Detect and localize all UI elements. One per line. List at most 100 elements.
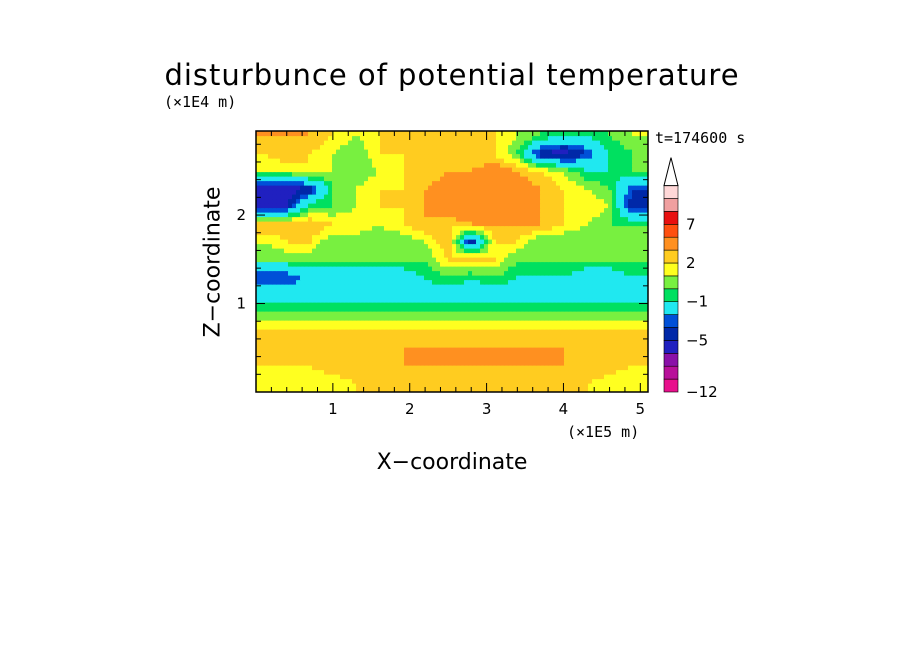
field-cell (572, 342, 577, 348)
field-cell (336, 324, 341, 330)
field-cell (364, 342, 369, 348)
field-cell (492, 221, 497, 227)
field-cell (440, 387, 445, 392)
field-cell (308, 284, 313, 290)
field-cell (464, 239, 469, 245)
field-cell (572, 207, 577, 213)
field-cell (288, 293, 293, 299)
field-cell (624, 297, 629, 303)
field-cell (460, 180, 465, 186)
field-cell (372, 243, 377, 249)
field-cell (552, 180, 557, 186)
field-cell (476, 338, 481, 344)
field-cell (424, 302, 429, 308)
field-cell (308, 203, 313, 209)
field-cell (472, 248, 477, 254)
field-cell (632, 365, 637, 371)
field-cell (540, 185, 545, 191)
field-cell (456, 189, 461, 195)
field-cell (324, 230, 329, 236)
field-cell (400, 284, 405, 290)
field-cell (404, 198, 409, 204)
field-cell (348, 230, 353, 236)
field-cell (416, 189, 421, 195)
field-cell (588, 360, 593, 366)
field-cell (476, 383, 481, 389)
field-cell (520, 185, 525, 191)
field-cell (528, 311, 533, 317)
field-cell (448, 266, 453, 272)
field-cell (556, 171, 561, 177)
field-cell (260, 180, 265, 186)
field-cell (644, 356, 648, 362)
field-cell (336, 387, 341, 392)
field-cell (348, 320, 353, 326)
field-cell (460, 306, 465, 312)
field-cell (604, 378, 609, 384)
field-cell (412, 306, 417, 312)
field-cell (504, 324, 509, 330)
field-cell (524, 194, 529, 200)
field-cell (532, 207, 537, 213)
field-cell (316, 225, 321, 231)
field-cell (504, 329, 509, 335)
field-cell (316, 387, 321, 392)
field-cell (468, 315, 473, 321)
field-cell (368, 293, 373, 299)
field-cell (320, 311, 325, 317)
field-cell (452, 387, 457, 392)
field-cell (480, 356, 485, 362)
field-cell (416, 212, 421, 218)
field-cell (464, 374, 469, 380)
field-cell (436, 270, 441, 276)
field-cell (300, 356, 305, 362)
field-cell (476, 288, 481, 294)
field-cell (624, 369, 629, 375)
field-cell (284, 212, 289, 218)
field-cell (632, 333, 637, 339)
field-cell (260, 293, 265, 299)
field-cell (324, 225, 329, 231)
field-cell (284, 279, 289, 285)
field-cell (364, 284, 369, 290)
field-cell (560, 252, 565, 258)
field-cell (452, 225, 457, 231)
field-cell (532, 315, 537, 321)
field-cell (348, 252, 353, 258)
field-cell (488, 378, 493, 384)
field-cell (340, 212, 345, 218)
field-cell (296, 311, 301, 317)
field-cell (360, 360, 365, 366)
field-cell (440, 279, 445, 285)
field-cell (312, 176, 317, 182)
field-cell (432, 230, 437, 236)
field-cell (268, 185, 273, 191)
field-cell (532, 297, 537, 303)
field-cell (356, 297, 361, 303)
field-cell (424, 378, 429, 384)
field-cell (332, 333, 337, 339)
field-cell (432, 279, 437, 285)
field-cell (552, 284, 557, 290)
field-cell (428, 320, 433, 326)
field-cell (396, 257, 401, 263)
field-cell (444, 288, 449, 294)
field-cell (268, 261, 273, 267)
field-cell (336, 180, 341, 186)
field-cell (640, 279, 645, 285)
field-cell (596, 261, 601, 267)
field-cell (408, 212, 413, 218)
field-cell (448, 230, 453, 236)
field-cell (500, 356, 505, 362)
field-cell (312, 315, 317, 321)
field-cell (560, 167, 565, 173)
field-cell (320, 225, 325, 231)
field-cell (632, 270, 637, 276)
field-cell (468, 198, 473, 204)
field-cell (504, 275, 509, 281)
field-cell (624, 315, 629, 321)
field-cell (588, 212, 593, 218)
field-cell (372, 230, 377, 236)
field-cell (640, 270, 645, 276)
field-cell (344, 275, 349, 281)
